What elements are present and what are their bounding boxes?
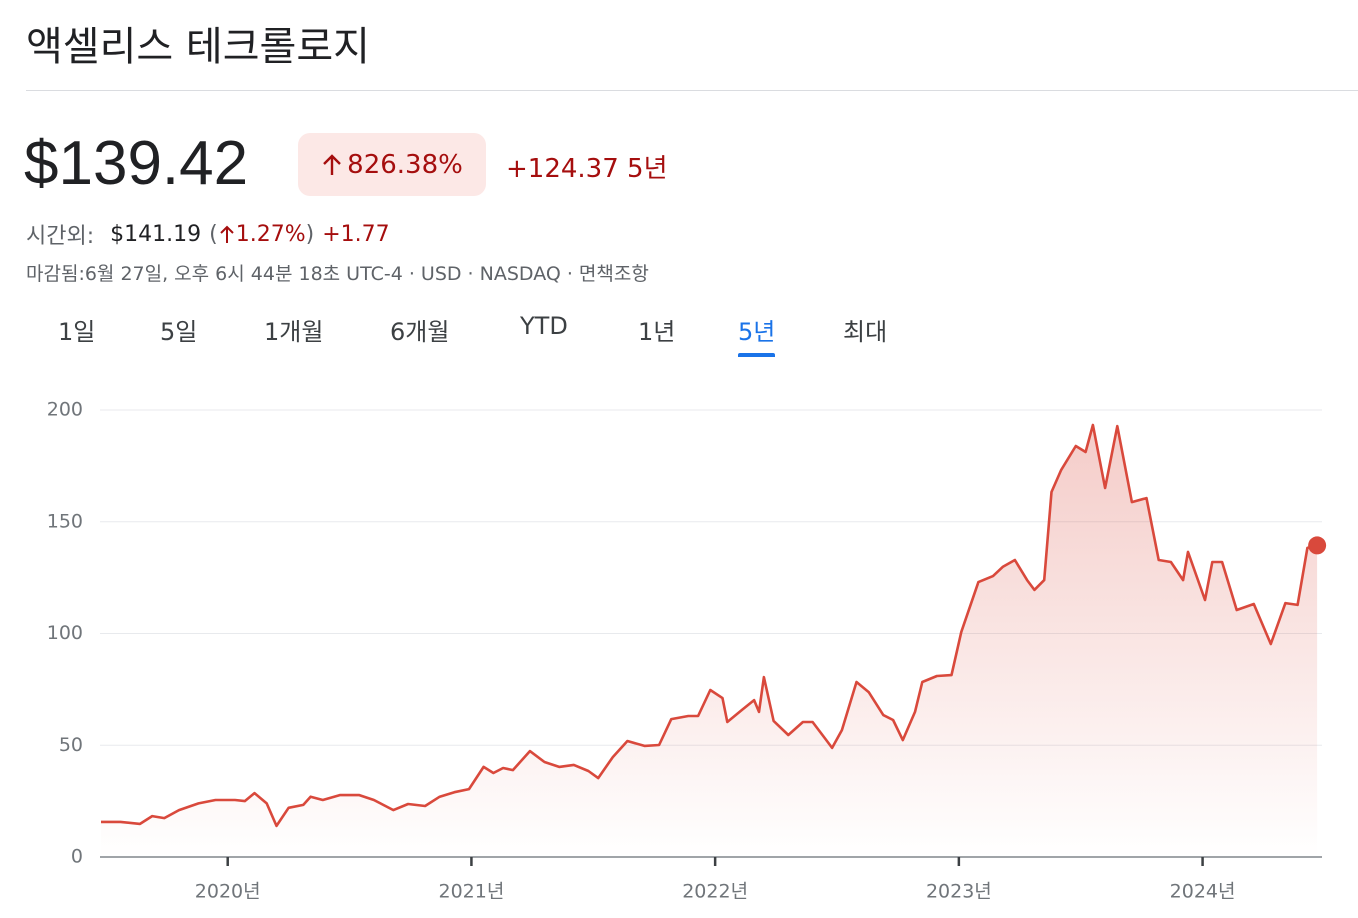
change-pct: 826.38%: [347, 149, 463, 180]
area: [101, 425, 1318, 857]
ah-abs: +1.77: [322, 221, 390, 247]
x-tick-label: 2020년: [195, 881, 261, 903]
ah-price: $141.19: [110, 221, 202, 247]
ah-label: 시간외:: [26, 224, 95, 249]
up-arrow: [323, 153, 342, 175]
tab[interactable]: 1개월: [264, 318, 324, 346]
ah-pct: (1.27%): [209, 222, 314, 247]
tab[interactable]: 6개월: [390, 318, 450, 346]
meta: 마감됨:6월 27일, 오후 6시 44분 18초 UTC-4 · USD · …: [26, 263, 649, 285]
x-tick-label: 2021년: [439, 881, 505, 903]
change: +124.37 5년: [506, 148, 668, 185]
paren: (: [209, 221, 218, 247]
up-arrow: [220, 225, 234, 243]
y-tick-label: 100: [47, 622, 83, 644]
title: 액셀리스 테크롤로지: [26, 24, 370, 70]
paren: ): [305, 221, 315, 247]
chart: 0 50 100 150 200 2020년 2021년 2022년 2023년 2024년: [47, 399, 1327, 903]
after-hours: 시간외: $141.19 (1.27%) +1.77: [26, 218, 390, 250]
y-tick-label: 0: [71, 846, 83, 868]
period: 5년: [627, 154, 668, 184]
tab[interactable]: 5년: [738, 312, 776, 357]
tab[interactable]: 최대: [843, 318, 888, 346]
tab[interactable]: 1년: [638, 318, 676, 346]
tab[interactable]: 1일: [58, 318, 96, 346]
divider: [26, 90, 1358, 91]
tab[interactable]: 5일: [160, 318, 198, 346]
x-tick-label: 2024년: [1170, 881, 1236, 903]
price-line: [101, 423, 1318, 828]
y-tick-label: 150: [47, 510, 83, 532]
change-abs: +124.37: [506, 154, 619, 184]
y-tick-label: 50: [59, 734, 83, 756]
y-tick-label: 200: [47, 399, 83, 421]
ah-pct-value: 1.27%: [235, 221, 306, 247]
tab[interactable]: YTD: [520, 312, 568, 340]
change-badge: 826.38%: [298, 133, 486, 196]
price: $139.42: [24, 129, 249, 198]
x-tick-label: 2022년: [682, 881, 748, 903]
last-point: [1308, 536, 1327, 555]
x-tick-label: 2023년: [926, 881, 992, 903]
